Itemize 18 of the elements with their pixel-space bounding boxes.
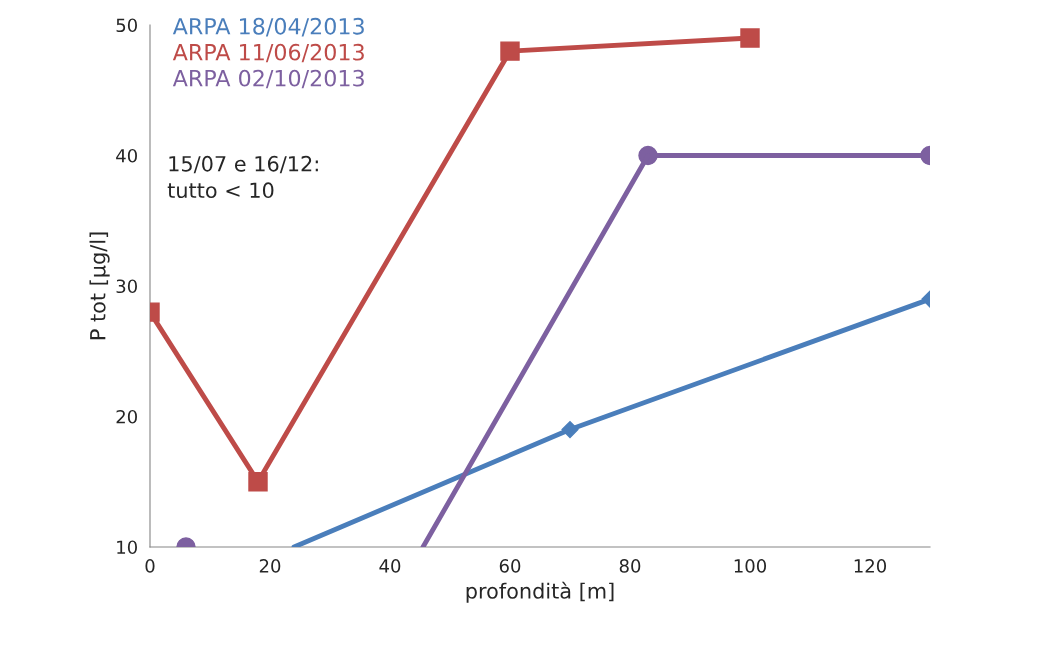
- y-tick-label: 30: [116, 279, 137, 294]
- y-tick-label: 20: [116, 409, 137, 424]
- x-tick-label: 0: [145, 559, 155, 573]
- text: ARPA 02/10/2013: [172, 69, 364, 89]
- x-tick-label: 60: [499, 559, 521, 573]
- x-tick-label: 20: [259, 559, 281, 573]
- y-tick-label: 40: [116, 148, 137, 163]
- x-axis-title: profondità [m]: [466, 581, 614, 603]
- text: ARPA 11/06/2013: [172, 43, 364, 63]
- text: ARPA 18/04/2013: [172, 17, 364, 37]
- annotation: 15/07 e 16/12: tutto < 10: [167, 155, 318, 199]
- x-tick-label: 40: [379, 559, 401, 573]
- x-tick-label: 120: [854, 559, 887, 573]
- y-axis-title: P tot [µg/l]: [89, 232, 110, 340]
- x-tick-label: 100: [734, 559, 767, 573]
- x-tick-label: 80: [619, 559, 641, 573]
- y-tick-label: 50: [116, 18, 137, 33]
- y-tick-label: 10: [117, 540, 137, 555]
